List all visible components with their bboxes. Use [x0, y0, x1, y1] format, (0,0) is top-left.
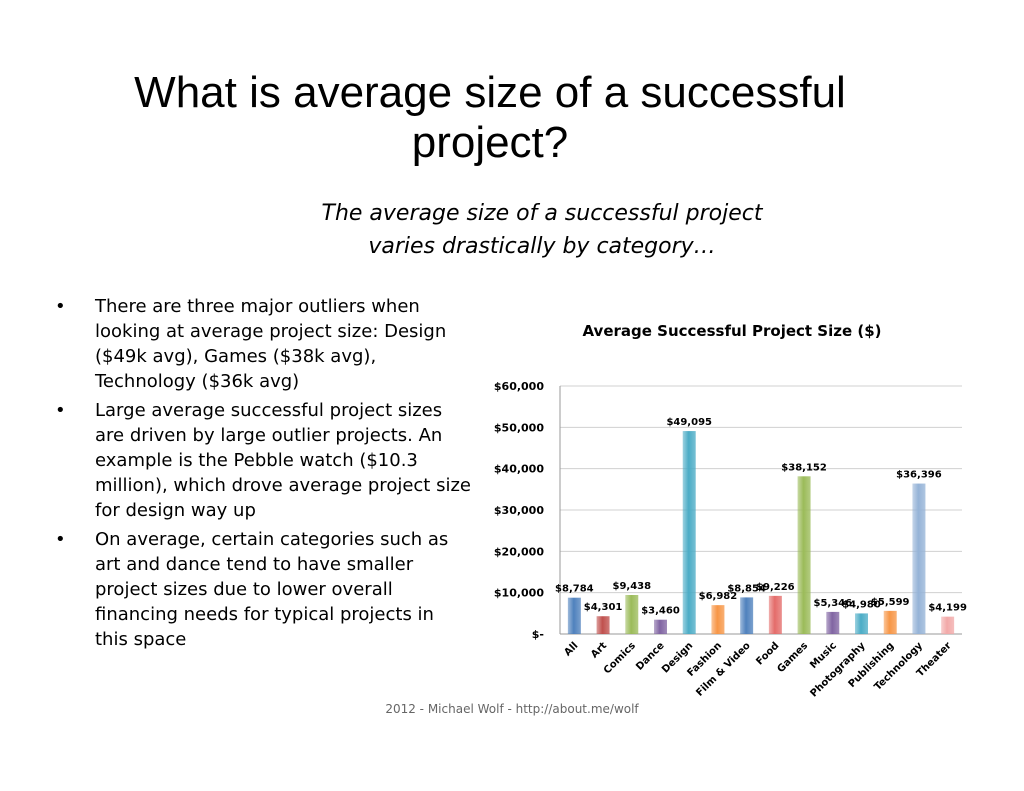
data-label: $5,346 — [813, 598, 852, 609]
data-label: $49,095 — [666, 417, 712, 428]
bar — [596, 616, 610, 634]
data-labels: $8,784 $4,301 $9,438 $3,460 $49,095 $6,982$8,… — [555, 417, 967, 617]
slide-subtitle-line2: varies drastically by category… — [368, 234, 716, 259]
bullet-symbol: • — [55, 296, 66, 317]
data-label: $4,199 — [928, 603, 967, 614]
bullet-text: On average, certain categories such as a… — [95, 529, 449, 650]
category-label: All — [562, 640, 580, 658]
bar — [711, 605, 725, 634]
bullet-text: There are three major outliers when look… — [95, 296, 447, 392]
bar — [797, 476, 811, 634]
bar — [912, 483, 926, 634]
bar — [740, 597, 754, 634]
category-label: Art — [589, 640, 609, 660]
data-label: $36,396 — [896, 470, 942, 481]
gridlines — [560, 385, 962, 635]
data-label: $3,460 — [641, 606, 680, 617]
category-label: Comics — [602, 640, 638, 676]
bar — [625, 594, 639, 634]
data-label: $9,438 — [612, 581, 651, 592]
slide-title-line2: project? — [411, 118, 569, 167]
bar — [883, 610, 897, 634]
slide-subtitle: The average size of a successful project… — [282, 197, 802, 263]
bar — [941, 616, 955, 634]
slide-subtitle-line1: The average size of a successful project — [321, 201, 763, 226]
data-label: $38,152 — [781, 462, 827, 473]
y-tick-label: $20,000 — [494, 545, 544, 558]
slide-title-line1: What is average size of a successful — [134, 68, 846, 117]
y-tick-label: $- — [532, 628, 544, 641]
bullet-item: • Large average successful project sizes … — [52, 398, 472, 523]
bullet-symbol: • — [55, 400, 66, 421]
bullet-item: • There are three major outliers when loo… — [52, 294, 472, 394]
category-label: Games — [775, 640, 810, 675]
y-tick-label: $10,000 — [494, 587, 544, 600]
data-label: $6,982 — [699, 591, 738, 602]
bar — [826, 611, 840, 634]
chart-title: Average Successful Project Size ($) — [582, 322, 881, 340]
bullet-item: • On average, certain categories such as … — [52, 527, 472, 652]
y-axis: $- $10,000 $20,000 $30,000 $40,000 $50,000 $60… — [494, 380, 561, 641]
bullet-text: Large average successful project sizes a… — [95, 400, 471, 521]
bar — [567, 597, 581, 634]
y-tick-label: $40,000 — [494, 463, 544, 476]
category-label: Film & Video — [694, 640, 752, 698]
data-label: $4,301 — [584, 602, 623, 613]
y-tick-label: $50,000 — [494, 421, 544, 434]
data-label: $4,980 — [842, 599, 881, 610]
footer-credit: 2012 - Michael Wolf - http://about.me/wo… — [385, 702, 639, 716]
bars — [567, 431, 955, 634]
slide-title: What is average size of a successful pro… — [40, 68, 940, 168]
bullet-symbol: • — [55, 529, 66, 550]
y-tick-label: $30,000 — [494, 504, 544, 517]
category-label: Food — [754, 640, 781, 667]
bar — [855, 613, 868, 634]
bar-chart: Average Successful Project Size ($) $- $1… — [494, 322, 967, 699]
y-tick-label: $60,000 — [494, 380, 544, 393]
bar — [768, 595, 782, 634]
bullet-list: • There are three major outliers when loo… — [52, 294, 472, 656]
data-label: $5,599 — [871, 597, 910, 608]
bar — [682, 431, 696, 634]
bar — [654, 619, 667, 634]
data-label: $8,784 — [555, 584, 594, 595]
data-label: $8,854 — [727, 583, 766, 594]
data-label: $9,226 — [756, 582, 795, 593]
